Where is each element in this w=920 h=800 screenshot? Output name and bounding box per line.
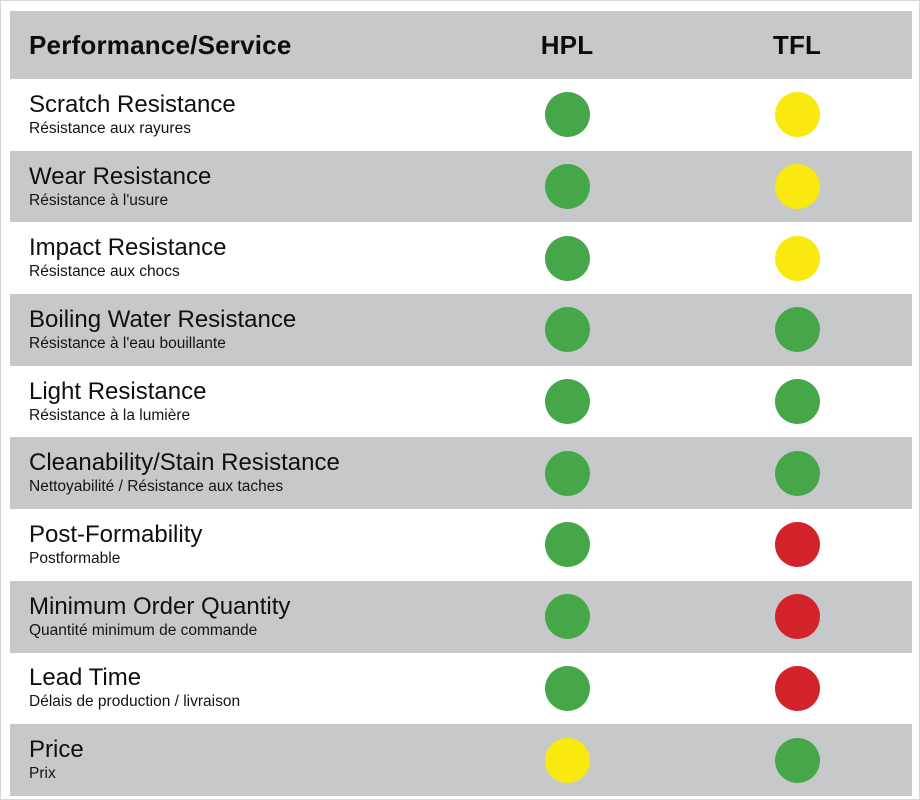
hpl-rating-dot: [544, 92, 590, 138]
tfl-rating-dot: [774, 737, 820, 783]
row-label-cell: Price Prix: [10, 724, 452, 796]
row-label-cell: Lead Time Délais de production / livrais…: [10, 653, 452, 725]
row-subtitle-french: Résistance à l'eau bouillante: [29, 334, 226, 352]
row-label-cell: Post-Formability Postformable: [10, 509, 452, 581]
row-subtitle-french: Postformable: [29, 550, 121, 568]
tfl-rating-cell: [682, 222, 912, 294]
hpl-rating-dot: [544, 235, 590, 281]
hpl-rating-cell: [452, 724, 682, 796]
row-subtitle-french: Nettoyabilité / Résistance aux taches: [29, 478, 284, 496]
tfl-rating-cell: [682, 437, 912, 509]
tfl-rating-dot: [774, 522, 820, 568]
header-label-performance-service: Performance/Service: [29, 29, 292, 60]
tfl-rating-cell: [682, 653, 912, 725]
table-row: Scratch Resistance Résistance aux rayure…: [10, 79, 912, 151]
row-label-cell: Light Resistance Résistance à la lumière: [10, 366, 452, 438]
row-subtitle-french: Résistance aux rayures: [29, 119, 191, 137]
tfl-rating-cell: [682, 294, 912, 366]
tfl-rating-dot: [774, 92, 820, 138]
hpl-rating-cell: [452, 151, 682, 223]
table-row: Lead Time Délais de production / livrais…: [10, 652, 912, 725]
row-subtitle-french: Prix: [29, 765, 56, 783]
hpl-rating-cell: [452, 366, 682, 438]
table-row: Wear Resistance Résistance à l'usure: [10, 150, 912, 223]
tfl-rating-dot: [774, 235, 820, 281]
hpl-rating-cell: [452, 509, 682, 581]
tfl-rating-dot: [774, 379, 820, 425]
tfl-rating-dot: [774, 594, 820, 640]
row-label-cell: Impact Resistance Résistance aux chocs: [10, 222, 452, 294]
hpl-rating-dot: [544, 737, 590, 783]
row-title-english: Scratch Resistance: [29, 90, 236, 118]
table-row: Boiling Water Resistance Résistance à l'…: [10, 294, 912, 366]
row-label-cell: Wear Resistance Résistance à l'usure: [10, 151, 452, 223]
table-row: Impact Resistance Résistance aux chocs: [10, 222, 912, 295]
header-cell-tfl: TFL: [682, 30, 912, 61]
row-subtitle-french: Quantité minimum de commande: [29, 621, 258, 639]
hpl-rating-dot: [544, 522, 590, 568]
row-title-english: Post-Formability: [29, 521, 203, 549]
hpl-tfl-comparison-table: Performance/Service HPL TFL Scratch Resi…: [10, 11, 912, 796]
tfl-rating-cell: [682, 79, 912, 151]
row-label-cell: Boiling Water Resistance Résistance à l'…: [10, 294, 452, 366]
hpl-rating-cell: [452, 79, 682, 151]
tfl-rating-cell: [682, 581, 912, 653]
table-row: Light Resistance Résistance à la lumière: [10, 365, 912, 438]
tfl-rating-cell: [682, 366, 912, 438]
row-title-english: Light Resistance: [29, 377, 207, 405]
row-subtitle-french: Résistance aux chocs: [29, 263, 180, 281]
row-subtitle-french: Délais de production / livraison: [29, 693, 241, 711]
tfl-rating-cell: [682, 724, 912, 796]
tfl-rating-dot: [774, 307, 820, 353]
hpl-rating-dot: [544, 164, 590, 210]
tfl-rating-dot: [774, 665, 820, 711]
row-label-cell: Cleanability/Stain Resistance Nettoyabil…: [10, 437, 452, 509]
row-title-english: Wear Resistance: [29, 162, 212, 190]
hpl-rating-cell: [452, 437, 682, 509]
row-subtitle-french: Résistance à la lumière: [29, 406, 191, 424]
hpl-rating-dot: [544, 665, 590, 711]
row-label-cell: Scratch Resistance Résistance aux rayure…: [10, 79, 452, 151]
row-title-english: Price: [29, 736, 84, 764]
tfl-rating-dot: [774, 164, 820, 210]
table-row: Cleanability/Stain Resistance Nettoyabil…: [10, 437, 912, 510]
header-cell-hpl: HPL: [452, 30, 682, 61]
hpl-rating-cell: [452, 653, 682, 725]
header-label-tfl: TFL: [772, 29, 822, 60]
header-cell-performance-service: Performance/Service: [10, 30, 452, 61]
table-header-row: Performance/Service HPL TFL: [10, 11, 912, 79]
row-title-english: Lead Time: [29, 664, 142, 692]
hpl-rating-dot: [544, 450, 590, 496]
table-row: Price Prix: [10, 724, 912, 796]
hpl-rating-dot: [544, 379, 590, 425]
row-subtitle-french: Résistance à l'usure: [29, 191, 169, 209]
hpl-rating-cell: [452, 294, 682, 366]
hpl-rating-dot: [544, 594, 590, 640]
hpl-rating-dot: [544, 307, 590, 353]
hpl-rating-cell: [452, 581, 682, 653]
tfl-rating-dot: [774, 450, 820, 496]
table-row: Minimum Order Quantity Quantité minimum …: [10, 580, 912, 653]
tfl-rating-cell: [682, 151, 912, 223]
tfl-rating-cell: [682, 509, 912, 581]
row-title-english: Boiling Water Resistance: [29, 306, 297, 334]
header-label-hpl: HPL: [540, 29, 594, 60]
hpl-rating-cell: [452, 222, 682, 294]
row-title-english: Minimum Order Quantity: [29, 592, 291, 620]
table-body: Scratch Resistance Résistance aux rayure…: [10, 79, 912, 796]
table-row: Post-Formability Postformable: [10, 509, 912, 581]
row-label-cell: Minimum Order Quantity Quantité minimum …: [10, 581, 452, 653]
row-title-english: Cleanability/Stain Resistance: [29, 449, 340, 477]
row-title-english: Impact Resistance: [29, 234, 227, 262]
